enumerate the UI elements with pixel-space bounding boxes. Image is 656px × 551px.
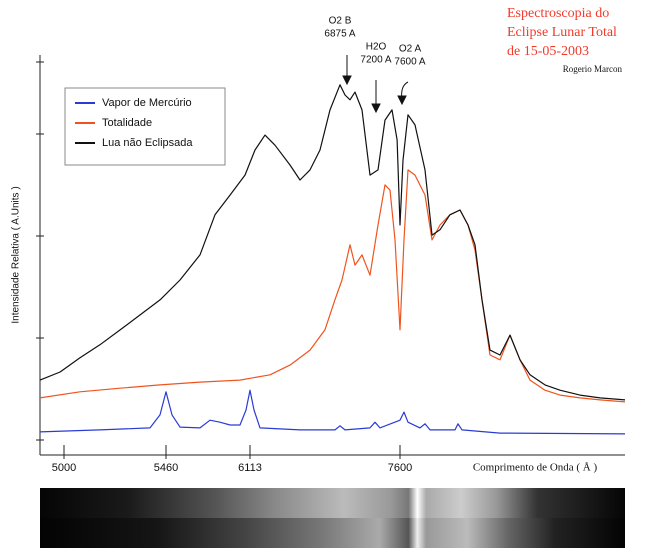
- x-tick-label: 6113: [238, 462, 262, 474]
- spectrum-strip: [40, 488, 625, 518]
- legend-label: Lua não Eclipsada: [102, 137, 193, 149]
- x-tick-label: 5460: [154, 462, 178, 474]
- arrow-head: [398, 96, 406, 104]
- annotation: 6875 A: [324, 29, 355, 40]
- arrow-head: [343, 76, 351, 84]
- annotation: H2O: [366, 42, 387, 53]
- legend-label: Totalidade: [102, 117, 152, 129]
- arrow-head: [372, 104, 380, 112]
- annotation: 7600 A: [394, 57, 425, 68]
- spectrum-strip: [40, 518, 625, 548]
- series-line: [40, 170, 625, 402]
- series-line: [40, 390, 625, 434]
- author: Rogerio Marcon: [563, 64, 623, 74]
- x-tick-label: 7600: [388, 462, 412, 474]
- chart: Intensidade Relativa ( A.Units ) Comprim…: [0, 0, 656, 551]
- chart-title: Eclipse Lunar Total: [507, 25, 617, 40]
- annotation: O2 B: [329, 16, 352, 27]
- legend-label: Vapor de Mercúrio: [102, 97, 192, 109]
- y-axis-label: Intensidade Relativa ( A.Units ): [11, 186, 22, 323]
- chart-title: de 15-05-2003: [507, 44, 589, 59]
- x-tick-label: 5000: [52, 462, 76, 474]
- annotation: O2 A: [399, 44, 422, 55]
- x-axis-label: Comprimento de Onda ( Å ): [473, 462, 598, 474]
- annotation: 7200 A: [360, 55, 391, 66]
- chart-title: Espectroscopia do: [507, 6, 609, 21]
